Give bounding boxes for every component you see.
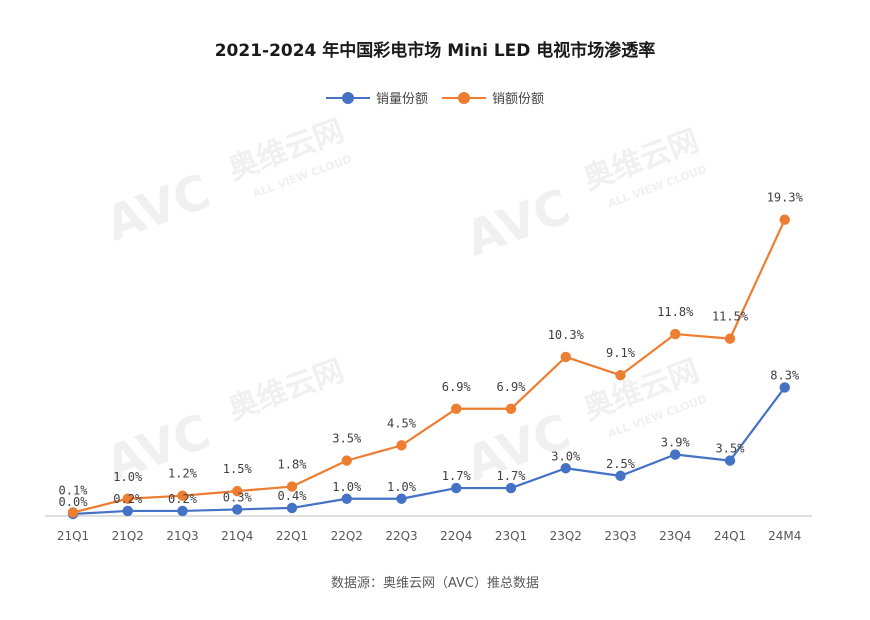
data-label: 3.5% (716, 442, 746, 456)
legend-swatch-sales-value (442, 91, 486, 104)
x-tick-label: 21Q1 (57, 529, 89, 543)
data-point (560, 463, 571, 474)
series-line-sales-value (72, 219, 786, 514)
x-tick-label: 21Q2 (112, 529, 144, 543)
data-point (396, 493, 407, 504)
data-label: 2.5% (606, 457, 636, 471)
data-point (177, 490, 188, 501)
data-label: 0.0% (59, 495, 89, 509)
data-point (779, 214, 790, 225)
data-point (122, 505, 133, 517)
data-point (232, 485, 243, 497)
x-tick-label: 23Q4 (659, 529, 691, 543)
data-label: 6.9% (442, 380, 472, 394)
data-point (615, 370, 626, 381)
data-point (670, 328, 681, 340)
data-label: 1.0% (332, 480, 362, 494)
data-point (779, 382, 790, 393)
data-label: 19.3% (767, 191, 804, 205)
data-label: 8.3% (770, 368, 800, 382)
data-label: 1.7% (442, 469, 472, 483)
data-label: 11.8% (657, 305, 694, 319)
legend-label-sales-volume: 销量份额 (375, 92, 428, 107)
legend-item-sales-volume: 销量份额 (325, 88, 428, 107)
data-point (615, 470, 626, 482)
chart-title: 2021-2024 年中国彩电市场 Mini LED 电视市场渗透率 (214, 41, 656, 61)
data-point (451, 482, 462, 494)
data-point (560, 351, 571, 363)
data-point (341, 455, 352, 466)
data-label: 6.9% (497, 380, 527, 394)
data-point (67, 507, 79, 518)
data-label: 0.1% (59, 483, 89, 497)
data-point (505, 403, 517, 414)
legend-label-sales-value: 销额份额 (492, 92, 545, 107)
data-label: 10.3% (548, 328, 585, 342)
x-tick-label: 22Q4 (440, 529, 472, 543)
data-point (122, 493, 133, 504)
x-tick-label: 22Q1 (276, 529, 308, 543)
data-label: 1.0% (113, 470, 143, 484)
data-label: 3.0% (551, 449, 581, 463)
data-point (286, 502, 298, 514)
data-label: 1.8% (278, 458, 308, 472)
x-tick-label: 22Q3 (385, 529, 417, 543)
x-tick-label: 23Q3 (604, 529, 636, 543)
data-label: 1.7% (497, 469, 527, 483)
series-line-sales-volume (72, 386, 786, 516)
data-point (177, 505, 188, 517)
x-tick-label: 24Q1 (714, 529, 746, 543)
data-label: 0.3% (223, 490, 253, 504)
data-point (451, 403, 462, 414)
chart-legend: 销量份额 销额份额 (0, 88, 870, 107)
data-point (286, 481, 298, 492)
x-tick-label: 22Q2 (331, 529, 363, 543)
data-label: 11.5% (712, 310, 749, 324)
x-tick-label: 24M4 (768, 529, 801, 543)
data-label: 4.5% (387, 416, 417, 430)
data-point (724, 333, 736, 344)
legend-item-sales-value: 销额份额 (442, 88, 544, 107)
data-label: 3.5% (332, 432, 362, 446)
legend-swatch-sales-volume (325, 91, 370, 104)
data-point (232, 504, 243, 515)
data-point (724, 455, 736, 466)
data-label: 0.2% (168, 492, 198, 506)
data-point (341, 493, 352, 504)
x-tick-label: 23Q2 (550, 529, 582, 543)
data-label: 3.9% (661, 436, 691, 450)
data-label: 0.2% (113, 492, 143, 506)
data-label: 1.2% (168, 467, 198, 481)
data-point (670, 449, 681, 460)
data-label: 1.5% (223, 462, 253, 476)
data-point (396, 440, 407, 451)
data-label: 0.4% (278, 489, 308, 503)
data-point (505, 482, 517, 494)
x-tick-label: 23Q1 (495, 529, 527, 543)
x-tick-label: 21Q4 (221, 529, 253, 543)
x-tick-label: 21Q3 (166, 529, 198, 543)
data-source-note: 数据源：奥维云网（AVC）推总数据 (330, 576, 540, 591)
data-label: 9.1% (606, 346, 636, 360)
data-label: 1.0% (387, 480, 417, 494)
